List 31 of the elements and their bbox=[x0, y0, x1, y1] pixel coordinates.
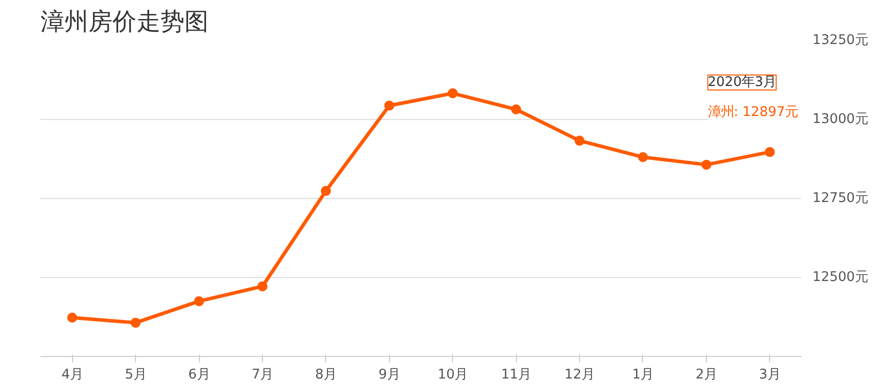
x-tick-label: 12月 bbox=[564, 368, 595, 382]
x-tick-label: 4月 bbox=[61, 368, 83, 382]
point bbox=[638, 152, 648, 162]
y-tick-label: 13000元 bbox=[812, 112, 868, 127]
x-tick-label: 11月 bbox=[501, 368, 532, 382]
x-tick-label: 7月 bbox=[252, 368, 274, 382]
x-tick-label: 2月 bbox=[696, 368, 718, 382]
chart-title: 漳州房价走势图 bbox=[40, 8, 208, 36]
x-tick-label: 9月 bbox=[378, 368, 400, 382]
x-tick-label: 5月 bbox=[124, 368, 146, 382]
point bbox=[320, 186, 331, 196]
x-tick-label: 3月 bbox=[759, 368, 781, 382]
point bbox=[130, 318, 141, 328]
point bbox=[448, 88, 458, 98]
point bbox=[511, 104, 522, 114]
point bbox=[194, 296, 204, 306]
y-tick-label: 13250元 bbox=[812, 33, 868, 48]
annotation: 漳州: 12897元 bbox=[708, 105, 798, 120]
annotation: 2020年3月 bbox=[708, 75, 776, 90]
y-tick-label: 12500元 bbox=[812, 270, 868, 285]
x-tick-label: 8月 bbox=[315, 368, 337, 382]
y-tick-label: 12750元 bbox=[812, 191, 868, 206]
point bbox=[764, 147, 775, 158]
x-tick-label: 1月 bbox=[632, 368, 654, 382]
point bbox=[67, 312, 78, 323]
point bbox=[701, 160, 712, 170]
point bbox=[384, 100, 394, 111]
x-tick-label: 10月 bbox=[438, 368, 468, 382]
point bbox=[574, 136, 585, 146]
point bbox=[257, 281, 268, 292]
x-tick-label: 6月 bbox=[188, 368, 210, 382]
